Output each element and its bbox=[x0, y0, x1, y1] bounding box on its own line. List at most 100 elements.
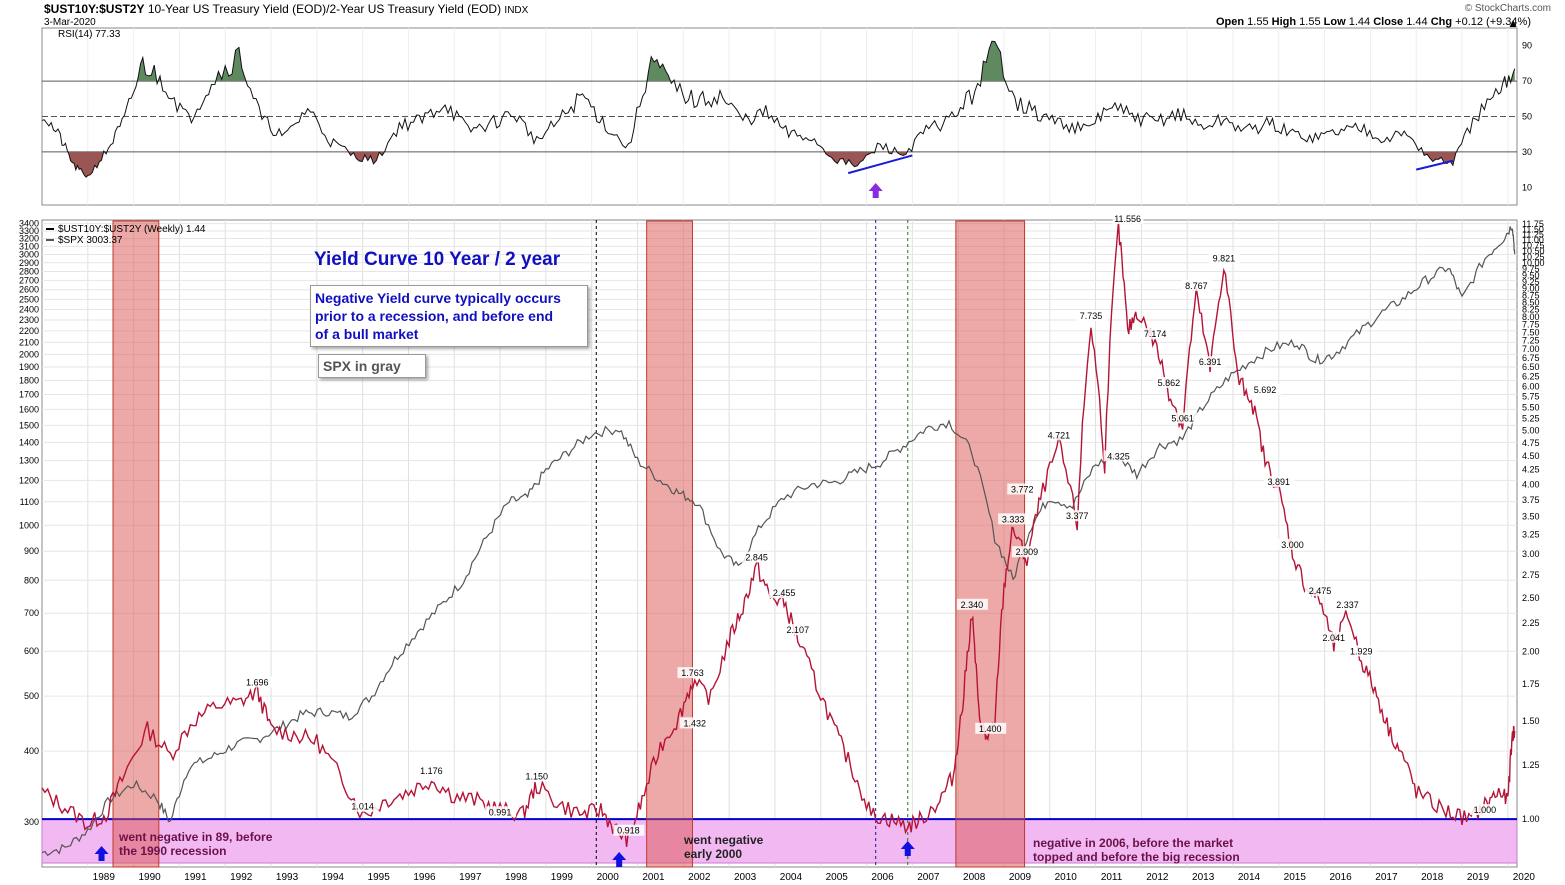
ratio-data-label: 1.763 bbox=[681, 668, 704, 678]
x-tick-label: 2001 bbox=[642, 872, 665, 883]
left-tick-label: 600 bbox=[24, 646, 39, 656]
x-tick-label: 2020 bbox=[1513, 872, 1536, 883]
data-label-bg bbox=[521, 770, 553, 782]
up-arrow-icon bbox=[868, 183, 883, 198]
x-tick-label: 1993 bbox=[276, 872, 299, 883]
left-tick-label: 2400 bbox=[19, 304, 39, 314]
data-label-bg bbox=[1346, 645, 1378, 657]
data-label-bg bbox=[1062, 510, 1094, 522]
up-arrow-icon bbox=[900, 841, 915, 856]
right-tick-label: 3.75 bbox=[1522, 495, 1540, 505]
data-label-bg bbox=[1167, 412, 1199, 424]
right-tick-label: 7.75 bbox=[1522, 320, 1540, 330]
exchange-label: INDX bbox=[504, 5, 529, 16]
ratio-data-label: 5.692 bbox=[1254, 385, 1277, 395]
x-tick-label: 1990 bbox=[138, 872, 161, 883]
negative-yield-band bbox=[41, 818, 1518, 864]
ratio-data-label: 11.556 bbox=[1114, 214, 1141, 224]
chart-date: 3-Mar-2020 bbox=[44, 17, 96, 28]
right-tick-label: 4.00 bbox=[1522, 479, 1540, 489]
right-tick-label: 6.50 bbox=[1522, 362, 1540, 372]
close-value: 1.44 bbox=[1406, 16, 1428, 28]
ratio-data-label: 5.862 bbox=[1158, 378, 1181, 388]
rsi-tick-label: 90 bbox=[1522, 41, 1532, 51]
left-tick-label: 1100 bbox=[20, 497, 39, 507]
spx-note-box: SPX in gray bbox=[318, 354, 426, 378]
note-2006-line-1: negative in 2006, before the market bbox=[1033, 836, 1234, 850]
data-label-bg bbox=[956, 598, 988, 610]
x-tick-label: 2006 bbox=[871, 872, 894, 883]
symbol-label: $UST10Y:$UST2Y bbox=[44, 2, 145, 16]
x-tick-label: 2008 bbox=[963, 872, 986, 883]
left-tick-label: 1500 bbox=[19, 420, 39, 430]
left-tick-label: 2600 bbox=[19, 285, 39, 295]
note-2000-line-1: went negative bbox=[684, 833, 764, 847]
x-tick-label: 2003 bbox=[734, 872, 757, 883]
ratio-data-label: 9.821 bbox=[1213, 253, 1236, 263]
data-label-bg bbox=[679, 717, 711, 729]
data-label-bg bbox=[677, 667, 709, 679]
data-label-bg bbox=[242, 676, 274, 688]
left-tick-label: 1900 bbox=[19, 362, 39, 372]
right-tick-label: 2.00 bbox=[1522, 647, 1540, 657]
x-tick-label: 1992 bbox=[230, 872, 253, 883]
right-tick-label: 8.25 bbox=[1522, 304, 1540, 314]
right-tick-label: 6.25 bbox=[1522, 372, 1540, 382]
right-tick-label: 9.00 bbox=[1522, 283, 1540, 293]
left-tick-label: 2900 bbox=[19, 258, 39, 268]
right-tick-label: 5.00 bbox=[1522, 425, 1540, 435]
right-tick-label: 11.00 bbox=[1522, 235, 1544, 245]
right-tick-label: 10.50 bbox=[1522, 246, 1545, 256]
description-label: 10-Year US Treasury Yield (EOD)/2-Year U… bbox=[147, 2, 502, 16]
data-label-bg bbox=[1043, 429, 1075, 441]
rsi-tick-label: 30 bbox=[1522, 147, 1532, 157]
legend-ratio-label: $UST10Y:$UST2Y (Weekly) 1.44 bbox=[58, 224, 206, 235]
x-tick-label: 2011 bbox=[1101, 872, 1123, 883]
ratio-data-label: 1.014 bbox=[351, 802, 374, 812]
ratio-data-label: 4.325 bbox=[1107, 451, 1130, 461]
rsi-trendline bbox=[847, 154, 913, 175]
ratio-data-label: 2.041 bbox=[1323, 633, 1346, 643]
right-tick-label: 11.25 bbox=[1522, 230, 1544, 240]
open-value: 1.55 bbox=[1247, 16, 1269, 28]
data-label-bg bbox=[1181, 279, 1213, 291]
left-tick-label: 3100 bbox=[19, 241, 39, 251]
left-tick-label: 1400 bbox=[19, 437, 39, 447]
right-tick-label: 3.25 bbox=[1522, 529, 1540, 539]
x-tick-label: 2014 bbox=[1238, 872, 1261, 883]
ratio-data-label: 1.150 bbox=[525, 771, 548, 781]
low-value: 1.44 bbox=[1348, 16, 1371, 28]
data-label-bg bbox=[1305, 585, 1337, 597]
annotation-box: Negative Yield curve typically occurs pr… bbox=[310, 285, 588, 347]
data-label-bg bbox=[1011, 546, 1043, 558]
right-tick-label: 1.00 bbox=[1522, 814, 1540, 824]
data-label-bg bbox=[1112, 213, 1144, 225]
rsi-series-line bbox=[41, 40, 1516, 178]
data-label-bg bbox=[1075, 310, 1107, 322]
ratio-data-label: 1.432 bbox=[683, 718, 706, 728]
price-panel-frame bbox=[41, 219, 1518, 868]
data-label-bg bbox=[1332, 599, 1364, 611]
data-label-bg bbox=[1153, 377, 1185, 389]
left-tick-label: 1200 bbox=[19, 475, 39, 485]
x-tick-label: 1995 bbox=[368, 872, 391, 883]
rsi-tick-label: 70 bbox=[1522, 76, 1532, 86]
note-2000: went negative early 2000 bbox=[684, 833, 763, 861]
x-tick-label: 2018 bbox=[1421, 872, 1444, 883]
ratio-data-label: 2.340 bbox=[961, 600, 984, 610]
right-tick-label: 2.25 bbox=[1522, 618, 1540, 628]
x-tick-label: 2013 bbox=[1192, 872, 1215, 883]
right-tick-label: 10.25 bbox=[1522, 252, 1545, 262]
annotation-title: Yield Curve 10 Year / 2 year bbox=[314, 249, 561, 270]
left-tick-label: 3300 bbox=[19, 226, 39, 236]
rsi-trendline bbox=[1415, 159, 1454, 171]
ratio-data-label: 7.735 bbox=[1080, 311, 1103, 321]
note-1989-line-2: the 1990 recession bbox=[119, 844, 227, 858]
x-tick-label: 2017 bbox=[1375, 872, 1398, 883]
left-tick-label: 2200 bbox=[19, 326, 39, 336]
ratio-data-label: 0.991 bbox=[489, 807, 512, 817]
ratio-data-label: 3.333 bbox=[1002, 514, 1025, 524]
left-tick-label: 400 bbox=[24, 746, 39, 756]
x-tick-label: 1998 bbox=[505, 872, 528, 883]
